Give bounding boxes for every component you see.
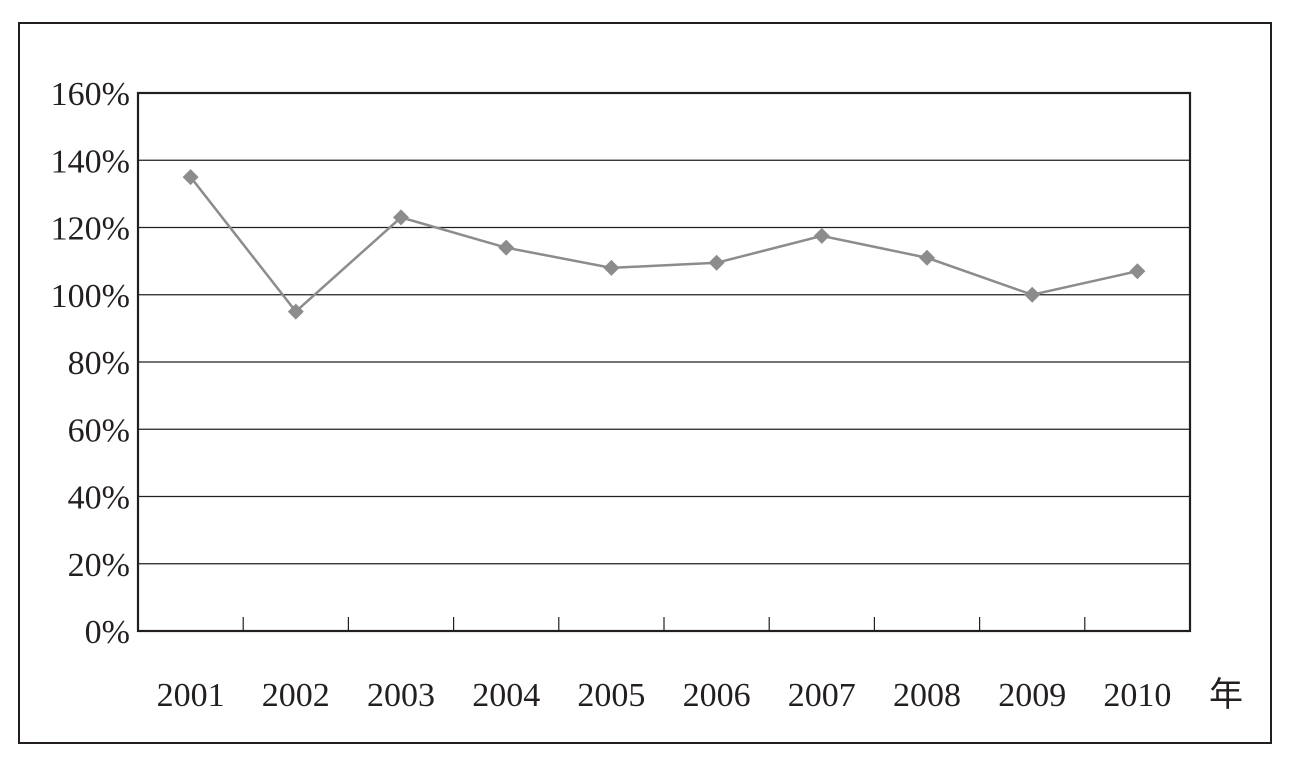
y-tick-label: 100% bbox=[51, 278, 130, 315]
y-tick-label: 80% bbox=[68, 345, 130, 382]
x-tick-label: 2005 bbox=[577, 677, 645, 714]
x-tick-label: 2008 bbox=[893, 677, 961, 714]
data-point-marker bbox=[182, 169, 199, 186]
data-point-marker bbox=[1129, 263, 1146, 280]
y-tick-label: 20% bbox=[68, 547, 130, 584]
x-axis-tick-labels: 2001 2002 2003 2004 2005 2006 2007 2008 2009 2010 bbox=[157, 677, 1172, 714]
data-point-marker bbox=[919, 249, 935, 266]
x-tick-label: 2002 bbox=[262, 677, 330, 714]
x-tick-label: 2004 bbox=[472, 677, 540, 714]
data-point-marker bbox=[1024, 286, 1041, 303]
gridlines bbox=[138, 159, 1190, 565]
x-tick-label: 2010 bbox=[1103, 677, 1171, 714]
x-tick-label: 2007 bbox=[788, 677, 856, 714]
data-point-marker bbox=[603, 259, 620, 276]
y-tick-label: 0% bbox=[85, 614, 130, 651]
series-line bbox=[189, 176, 1138, 314]
data-point-marker bbox=[498, 239, 515, 256]
y-tick-label: 140% bbox=[51, 143, 130, 180]
x-tick-label: 2001 bbox=[157, 677, 225, 714]
data-point-marker bbox=[393, 209, 409, 226]
y-tick-label: 120% bbox=[51, 211, 130, 248]
x-tick-label: 2006 bbox=[683, 677, 751, 714]
chart-frame bbox=[18, 22, 1272, 744]
x-tick-label: 2003 bbox=[367, 677, 435, 714]
y-tick-label: 40% bbox=[68, 480, 130, 517]
x-tick-label: 2009 bbox=[998, 677, 1066, 714]
series-markers bbox=[182, 169, 1146, 320]
y-tick-label: 160% bbox=[51, 76, 130, 113]
axes bbox=[136, 91, 1192, 633]
y-axis-tick-labels: 0% 20% 40% 60% 80% 100% 120% 140% 160% bbox=[51, 76, 130, 651]
data-point-marker bbox=[813, 227, 830, 244]
data-point-marker bbox=[708, 254, 725, 271]
x-axis-label: 年 bbox=[1209, 676, 1243, 714]
y-tick-label: 60% bbox=[68, 412, 130, 449]
data-point-marker bbox=[287, 303, 304, 320]
